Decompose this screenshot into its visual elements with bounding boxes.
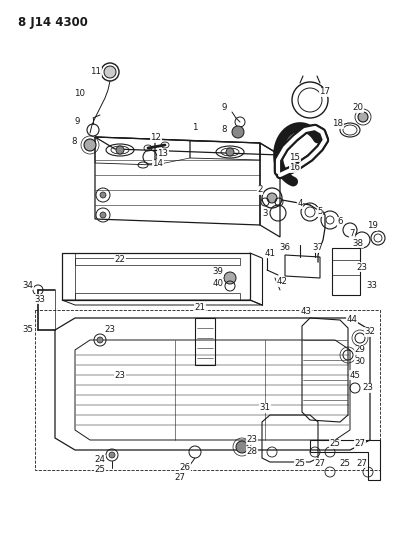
Text: 5: 5 [316, 207, 322, 216]
Circle shape [235, 441, 247, 453]
Text: 8: 8 [221, 125, 226, 134]
Text: 31: 31 [259, 403, 270, 413]
Text: 23: 23 [362, 384, 373, 392]
Circle shape [104, 66, 116, 78]
Text: 25: 25 [294, 458, 305, 467]
Text: 27: 27 [354, 440, 365, 448]
Text: 25: 25 [329, 440, 340, 448]
Circle shape [116, 146, 124, 154]
Text: 33: 33 [366, 281, 377, 290]
Text: 18: 18 [332, 119, 342, 128]
Text: 25: 25 [94, 465, 105, 474]
Text: 40: 40 [212, 279, 223, 288]
Circle shape [109, 452, 115, 458]
Text: 16: 16 [289, 164, 300, 173]
Text: 13: 13 [157, 149, 168, 158]
Text: 29: 29 [354, 345, 365, 354]
Text: 30: 30 [354, 358, 365, 367]
Text: 10: 10 [74, 90, 85, 99]
Text: 27: 27 [356, 458, 367, 467]
Text: 24: 24 [94, 456, 105, 464]
Text: 23: 23 [246, 435, 257, 445]
Text: 6: 6 [336, 217, 342, 227]
Circle shape [266, 193, 276, 203]
Text: 9: 9 [74, 117, 79, 126]
Text: 9: 9 [221, 103, 226, 112]
Text: 23: 23 [104, 326, 115, 335]
Text: 17: 17 [319, 87, 330, 96]
Text: 45: 45 [348, 370, 360, 379]
Circle shape [100, 212, 106, 218]
Circle shape [231, 126, 243, 138]
Text: 39: 39 [212, 268, 223, 277]
Text: 33: 33 [34, 295, 45, 303]
Text: 4: 4 [296, 199, 302, 208]
Text: 3: 3 [261, 208, 267, 217]
Text: 8 J14 4300: 8 J14 4300 [18, 16, 88, 29]
Text: 44: 44 [346, 316, 356, 325]
Circle shape [84, 139, 96, 151]
Text: 21: 21 [194, 303, 205, 311]
Text: 27: 27 [314, 458, 325, 467]
Text: 11: 11 [90, 68, 101, 77]
Text: 23: 23 [356, 262, 367, 271]
Text: 19: 19 [366, 222, 377, 230]
Circle shape [225, 148, 233, 156]
Text: 8: 8 [71, 138, 77, 147]
Text: 38: 38 [352, 238, 363, 247]
Text: 27: 27 [174, 472, 185, 481]
Text: 7: 7 [348, 230, 354, 238]
Circle shape [223, 272, 235, 284]
Text: 42: 42 [276, 278, 287, 287]
Text: 23: 23 [114, 370, 125, 379]
Circle shape [97, 337, 103, 343]
Text: 1: 1 [192, 124, 197, 133]
Text: 35: 35 [22, 326, 33, 335]
Text: 25: 25 [339, 458, 350, 467]
Text: 28: 28 [246, 447, 257, 456]
Text: 15: 15 [289, 152, 300, 161]
Circle shape [100, 192, 106, 198]
Text: 22: 22 [114, 255, 125, 264]
Text: 34: 34 [22, 280, 33, 289]
Text: 2: 2 [257, 185, 262, 195]
Circle shape [357, 112, 367, 122]
Text: 20: 20 [352, 103, 363, 112]
Text: 26: 26 [179, 463, 190, 472]
Text: 41: 41 [264, 248, 275, 257]
Text: 12: 12 [150, 133, 161, 142]
Text: 37: 37 [312, 244, 323, 253]
Text: 36: 36 [279, 244, 290, 253]
Text: 14: 14 [152, 159, 163, 168]
Text: 43: 43 [300, 308, 311, 317]
Text: 32: 32 [364, 327, 375, 336]
